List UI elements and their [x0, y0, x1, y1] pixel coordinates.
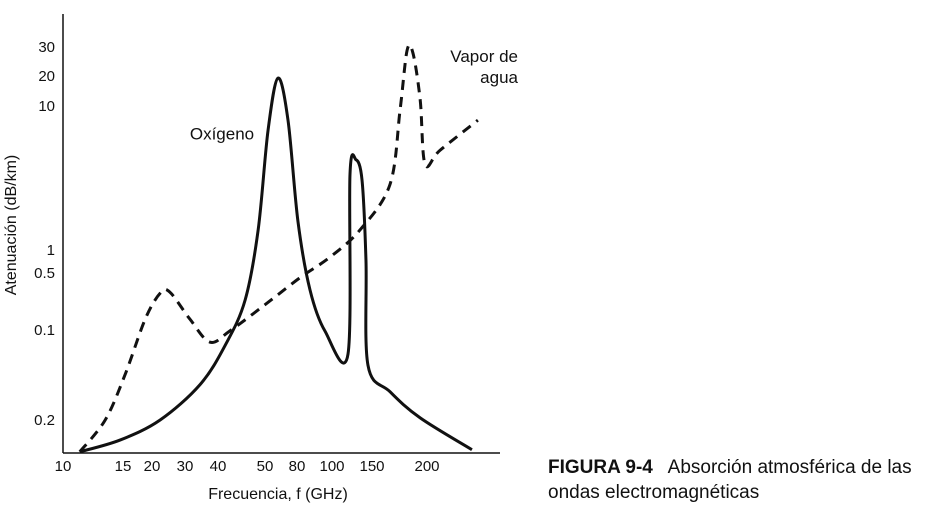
- y-axis-label: Atenuación (dB/km): [3, 155, 20, 296]
- x-tick-label: 20: [144, 458, 161, 475]
- y-tick-label: 0.1: [34, 322, 55, 339]
- series-label: Oxígeno: [190, 124, 254, 143]
- x-tick-label: 30: [177, 458, 194, 475]
- x-tick-label: 15: [115, 458, 132, 475]
- x-tick-label: 50: [257, 458, 274, 475]
- series-line: [79, 76, 473, 454]
- x-tick-label: 80: [289, 458, 306, 475]
- x-tick-label: 10: [55, 458, 72, 475]
- caption: FIGURA 9-4 Absorción atmosférica de las …: [548, 455, 928, 505]
- x-tick-label: 40: [210, 458, 227, 475]
- y-tick-label: 20: [38, 68, 55, 85]
- series-line: [78, 43, 479, 453]
- x-axis-label: Frecuencia, f (GHz): [208, 486, 348, 503]
- series-label: Vapor de agua: [450, 47, 518, 87]
- caption-text: Absorción atmosférica de las ondas elect…: [548, 457, 912, 503]
- caption-label: FIGURA 9-4: [548, 457, 653, 478]
- y-tick-label: 0.5: [34, 265, 55, 282]
- x-tick-label: 150: [359, 458, 384, 475]
- x-tick-label: 200: [414, 458, 439, 475]
- y-tick-label: 1: [47, 242, 55, 259]
- y-tick-label: 0.2: [34, 412, 55, 429]
- x-tick-label: 100: [319, 458, 344, 475]
- y-tick-label: 10: [38, 98, 55, 115]
- y-tick-label: 30: [38, 39, 55, 56]
